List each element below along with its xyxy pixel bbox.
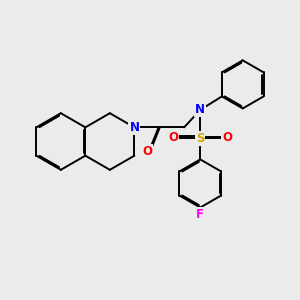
- Text: F: F: [196, 208, 204, 221]
- Text: N: N: [129, 121, 140, 134]
- Text: O: O: [142, 145, 152, 158]
- Text: S: S: [196, 132, 205, 145]
- Text: O: O: [222, 131, 232, 144]
- Text: N: N: [195, 103, 205, 116]
- Text: O: O: [168, 131, 178, 144]
